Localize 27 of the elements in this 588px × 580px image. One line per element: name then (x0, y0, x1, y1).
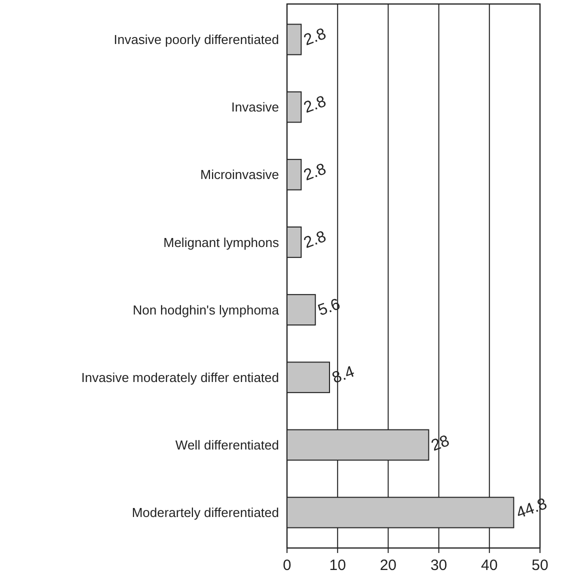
y-tick-label: Invasive poorly differentiated (114, 32, 279, 48)
bar (286, 226, 302, 258)
y-tick-label: Melignant lymphons (163, 234, 280, 250)
data-label: 2.8 (302, 26, 329, 50)
y-tick-label: Invasive (231, 100, 279, 115)
x-tick-label: 20 (380, 557, 397, 574)
y-tick-label: Microinvasive (200, 167, 279, 182)
bar (286, 158, 302, 190)
data-label: 2.8 (302, 228, 329, 252)
y-tick-label: Well differentiated (175, 437, 279, 452)
data-label: 28 (429, 432, 452, 455)
y-tick-label: Non hodghin's lymphoma (132, 302, 280, 318)
x-tick-label: 0 (282, 557, 292, 574)
x-tick-label: 10 (329, 557, 346, 574)
data-label: 8.4 (330, 364, 357, 388)
y-tick-label: Invasive moderately differ entiated (81, 370, 279, 385)
bar (286, 294, 316, 326)
x-tick-label: 40 (481, 557, 498, 574)
bar (286, 91, 302, 123)
x-tick-label: 50 (532, 557, 548, 574)
y-tick-label: Moderartely differentiated (132, 505, 279, 520)
bar (286, 362, 330, 394)
x-tick-label: 30 (430, 557, 448, 574)
bar (286, 24, 302, 56)
data-label: 2.8 (302, 160, 329, 184)
data-label: 5.6 (316, 296, 343, 320)
data-label: 2.8 (302, 93, 329, 117)
